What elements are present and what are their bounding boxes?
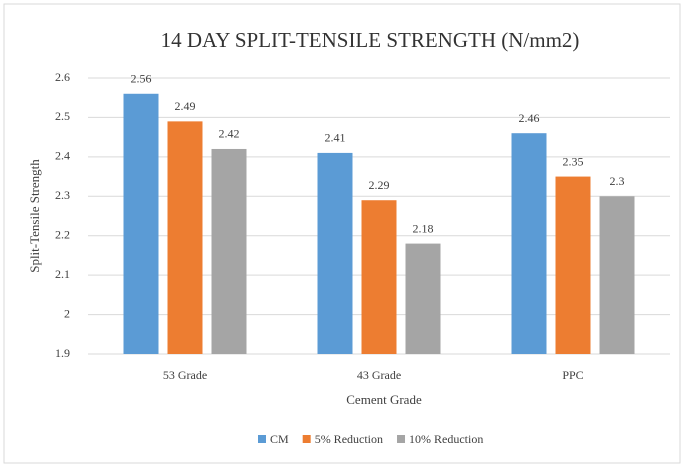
legend-swatch bbox=[302, 435, 311, 443]
x-axis-title: Cement Grade bbox=[346, 392, 422, 407]
bar bbox=[555, 176, 591, 354]
x-tick-label: 43 Grade bbox=[357, 368, 401, 382]
data-label: 2.3 bbox=[610, 174, 625, 188]
data-label: 2.42 bbox=[219, 127, 240, 141]
legend-label: 10% Reduction bbox=[409, 432, 483, 446]
data-label: 2.41 bbox=[325, 131, 346, 145]
legend-label: CM bbox=[270, 432, 289, 446]
y-tick-label: 2 bbox=[64, 306, 70, 320]
y-tick-label: 2.6 bbox=[55, 70, 70, 84]
bar bbox=[361, 200, 397, 354]
data-label: 2.46 bbox=[519, 111, 540, 125]
y-tick-label: 2.5 bbox=[55, 109, 70, 123]
bar bbox=[317, 152, 353, 354]
x-tick-label: PPC bbox=[562, 368, 583, 382]
y-tick-label: 2.4 bbox=[55, 149, 70, 163]
data-label: 2.56 bbox=[131, 72, 152, 86]
data-label: 2.49 bbox=[175, 99, 196, 113]
y-tick-label: 1.9 bbox=[55, 346, 70, 360]
bar bbox=[405, 243, 441, 354]
bar bbox=[123, 93, 159, 355]
data-label: 2.29 bbox=[369, 178, 390, 192]
legend-label: 5% Reduction bbox=[315, 432, 383, 446]
bar bbox=[167, 121, 203, 354]
legend-swatch bbox=[397, 435, 406, 443]
bar bbox=[511, 133, 547, 354]
legend-swatch bbox=[258, 435, 266, 443]
bar bbox=[599, 196, 635, 354]
y-tick-label: 2.1 bbox=[55, 267, 70, 281]
y-axis-title: Split-Tensile Strength bbox=[27, 159, 42, 273]
bar bbox=[211, 148, 247, 354]
data-label: 2.18 bbox=[413, 221, 434, 235]
x-tick-label: 53 Grade bbox=[163, 368, 207, 382]
chart-title: 14 DAY SPLIT-TENSILE STRENGTH (N/mm2) bbox=[161, 28, 580, 52]
data-label: 2.35 bbox=[563, 154, 584, 168]
y-tick-label: 2.2 bbox=[55, 227, 70, 241]
y-tick-label: 2.3 bbox=[55, 188, 70, 202]
